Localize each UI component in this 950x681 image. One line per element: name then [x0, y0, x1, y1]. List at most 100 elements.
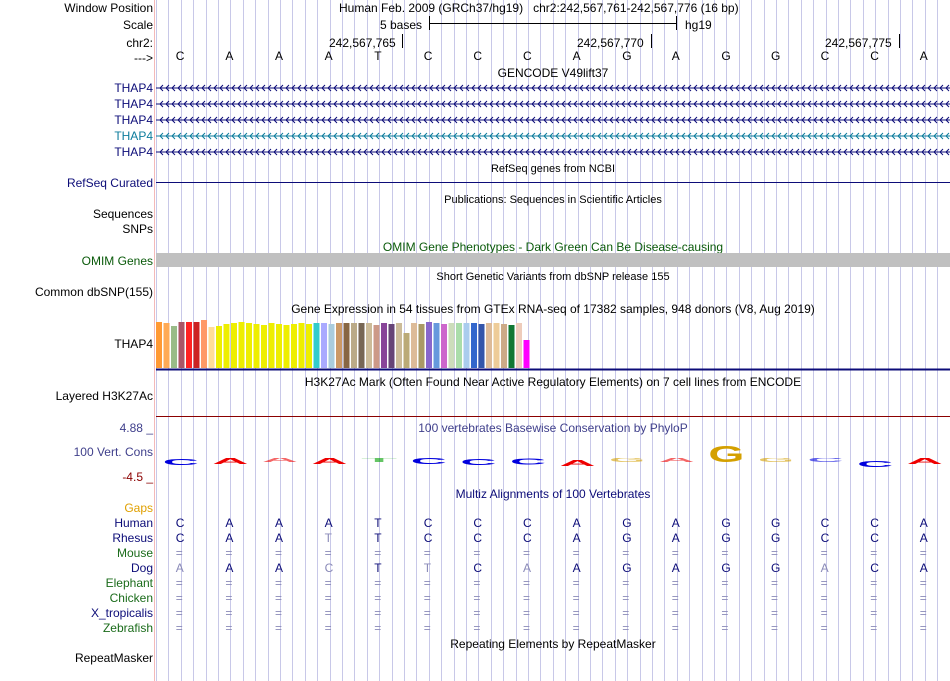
gtex-bar[interactable]: [403, 333, 410, 368]
gtex-bar[interactable]: [523, 340, 530, 368]
repeatmasker-title[interactable]: Repeating Elements by RepeatMasker: [450, 637, 656, 651]
gtex-bar[interactable]: [186, 322, 192, 368]
gtex-bar[interactable]: [478, 324, 485, 368]
gtex-bar[interactable]: [486, 323, 492, 368]
gtex-bar[interactable]: [171, 326, 177, 368]
gencode-gene-feature[interactable]: [156, 99, 950, 109]
gtex-bar[interactable]: [456, 323, 462, 368]
gtex-bar[interactable]: [201, 320, 207, 368]
gtex-bar[interactable]: [321, 323, 327, 368]
multiz-base: C: [523, 531, 532, 545]
gtex-bar[interactable]: [178, 322, 185, 368]
gtex-bar[interactable]: [298, 323, 305, 368]
gtex-bar[interactable]: [156, 322, 162, 368]
multiz-base: =: [324, 606, 332, 620]
gtex-bar[interactable]: [411, 323, 417, 368]
gencode-gene-feature[interactable]: [156, 147, 950, 157]
gtex-bar[interactable]: [373, 325, 380, 368]
gencode-gene-feature[interactable]: [156, 131, 950, 141]
gencode-gene-feature[interactable]: [156, 115, 950, 125]
gtex-bar[interactable]: [238, 322, 245, 368]
gtex-bar[interactable]: [291, 324, 297, 368]
gtex-bar[interactable]: [246, 323, 252, 368]
gtex-bar[interactable]: [313, 323, 320, 368]
gtex-label[interactable]: THAP4: [114, 337, 153, 351]
gtex-bar[interactable]: [231, 323, 237, 368]
multiz-species-label[interactable]: Rhesus: [112, 531, 153, 545]
gtex-bar[interactable]: [508, 325, 515, 368]
phylop-title[interactable]: 100 vertebrates Basewise Conservation by…: [418, 421, 688, 435]
omim-title[interactable]: OMIM Gene Phenotypes - Dark Green Can Be…: [382, 240, 724, 254]
multiz-title[interactable]: Multiz Alignments of 100 Vertebrates: [455, 487, 651, 501]
gtex-bar[interactable]: [493, 323, 500, 368]
dbsnp-title[interactable]: Short Genetic Variants from dbSNP releas…: [436, 271, 670, 283]
gtex-bar[interactable]: [516, 323, 522, 368]
h3k27ac-title[interactable]: H3K27Ac Mark (Often Found Near Active Re…: [304, 375, 802, 389]
gtex-bar[interactable]: [471, 323, 477, 368]
h3k27ac-label[interactable]: Layered H3K27Ac: [55, 389, 153, 403]
gtex-bar[interactable]: [448, 323, 455, 368]
gtex-bar[interactable]: [163, 323, 170, 368]
gtex-bar[interactable]: [193, 322, 200, 368]
phylop-label[interactable]: 100 Vert. Cons: [73, 445, 153, 459]
gtex-bar[interactable]: [261, 325, 267, 368]
gencode-gene-label[interactable]: THAP4: [114, 129, 153, 143]
gtex-bar[interactable]: [216, 326, 222, 368]
gtex-bar[interactable]: [463, 323, 470, 368]
gtex-bar[interactable]: [426, 322, 432, 368]
refseq-label[interactable]: RefSeq Curated: [66, 176, 153, 190]
gtex-bar[interactable]: [253, 324, 260, 368]
multiz-gaps-label[interactable]: Gaps: [124, 501, 153, 515]
gencode-gene-feature[interactable]: [156, 83, 950, 93]
gtex-bar[interactable]: [343, 323, 350, 368]
multiz-species-label[interactable]: X_tropicalis: [90, 606, 153, 620]
label-separator: [154, 0, 155, 681]
gtex-bar[interactable]: [418, 324, 425, 368]
gtex-bar[interactable]: [441, 324, 447, 368]
multiz-species-label[interactable]: Mouse: [116, 546, 153, 560]
multiz-base: A: [225, 531, 234, 545]
dbsnp-label[interactable]: Common dbSNP(155): [34, 285, 153, 299]
multiz-species-label[interactable]: Zebrafish: [102, 621, 153, 635]
gtex-bar[interactable]: [501, 324, 507, 368]
gtex-bar[interactable]: [381, 323, 387, 368]
gtex-bar[interactable]: [208, 327, 215, 368]
multiz-species-label[interactable]: Chicken: [109, 591, 153, 605]
refseq-title[interactable]: RefSeq genes from NCBI: [490, 163, 616, 175]
gtex-bar[interactable]: [328, 324, 335, 368]
gtex-bar-chart[interactable]: [156, 316, 950, 372]
strand-label: --->: [134, 51, 153, 65]
gtex-bar[interactable]: [276, 324, 282, 368]
omim-gene-bar[interactable]: [156, 253, 950, 267]
omim-label[interactable]: OMIM Genes: [81, 254, 153, 268]
multiz-species-label[interactable]: Human: [114, 516, 153, 530]
publications-title[interactable]: Publications: Sequences in Scientific Ar…: [444, 194, 662, 206]
gtex-bar[interactable]: [433, 323, 440, 368]
publications-sequences-label[interactable]: Sequences: [92, 207, 153, 221]
multiz-species-label[interactable]: Dog: [130, 561, 153, 575]
gencode-title[interactable]: GENCODE V49lift37: [497, 66, 609, 80]
gtex-bar[interactable]: [366, 323, 372, 368]
gencode-gene-label[interactable]: THAP4: [114, 81, 153, 95]
multiz-species-label[interactable]: Elephant: [105, 576, 153, 590]
refseq-gene-line[interactable]: [156, 182, 950, 183]
gtex-title[interactable]: Gene Expression in 54 tissues from GTEx …: [291, 302, 815, 316]
gencode-gene-label[interactable]: THAP4: [114, 113, 153, 127]
gtex-bar[interactable]: [306, 324, 312, 368]
gtex-bar[interactable]: [388, 324, 395, 368]
gencode-gene-label[interactable]: THAP4: [114, 145, 153, 159]
gtex-bar[interactable]: [283, 325, 290, 368]
gtex-bar[interactable]: [336, 323, 342, 368]
base-letter: G: [622, 49, 632, 63]
multiz-base: =: [225, 591, 233, 605]
gtex-bar[interactable]: [358, 323, 365, 368]
repeatmasker-label[interactable]: RepeatMasker: [74, 651, 153, 665]
h3k27ac-signal-line[interactable]: [156, 416, 950, 417]
publications-snps-label[interactable]: SNPs: [122, 222, 153, 236]
gtex-bar[interactable]: [268, 323, 275, 368]
gtex-bar[interactable]: [396, 323, 402, 368]
gencode-gene-label[interactable]: THAP4: [114, 97, 153, 111]
gtex-bar[interactable]: [351, 323, 357, 368]
gtex-bar[interactable]: [223, 324, 230, 368]
